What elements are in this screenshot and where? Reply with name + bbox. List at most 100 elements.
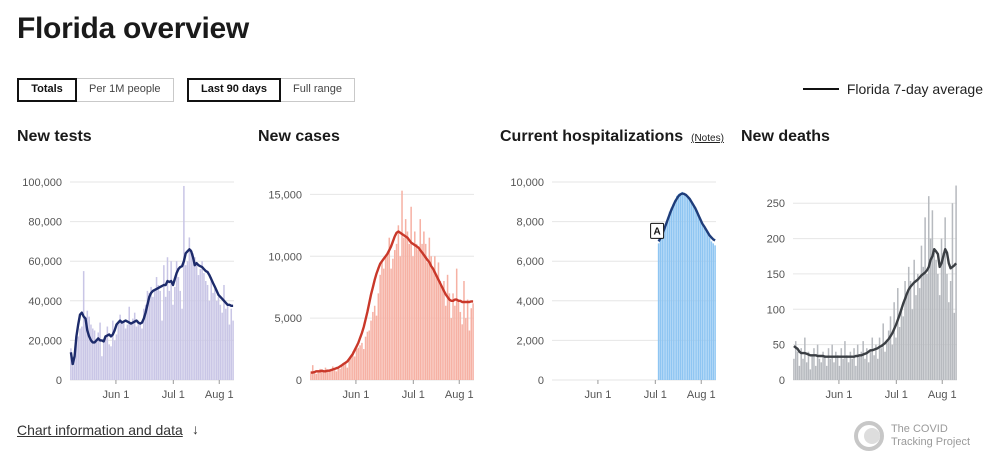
bar: [818, 358, 821, 380]
bar: [811, 355, 813, 380]
bar: [860, 351, 863, 380]
bar: [443, 281, 445, 380]
bar: [212, 292, 214, 380]
bar: [197, 275, 200, 380]
totals-button[interactable]: Totals: [17, 78, 77, 102]
bar: [357, 347, 360, 380]
bar: [434, 256, 436, 380]
bar: [175, 261, 178, 380]
bar: [128, 306, 130, 380]
bar: [454, 305, 456, 380]
chart-info-link[interactable]: Chart information and data: [17, 422, 183, 438]
bar: [79, 328, 81, 380]
bar: [705, 229, 707, 380]
bar: [955, 185, 957, 380]
bar: [135, 326, 138, 380]
bar: [692, 203, 694, 380]
bar: [179, 290, 182, 380]
bar: [122, 320, 125, 380]
new-deaths-chart: 0 50 100 150 200 250 Jun 1 Jul 1 Aug 1: [767, 185, 958, 401]
bar: [842, 358, 844, 380]
bar: [668, 211, 671, 380]
bar: [685, 193, 687, 380]
bar: [221, 312, 223, 380]
new-cases-chart: 0 5,000 10,000 15,000 Jun 1 Jul 1 Aug 1: [268, 189, 474, 401]
bar: [121, 322, 123, 380]
bar: [417, 250, 420, 380]
arrow-down-icon[interactable]: ↓: [192, 421, 199, 437]
bar: [470, 308, 473, 380]
bar: [223, 284, 225, 380]
bar: [661, 235, 664, 380]
y-tick-label: 2,000: [516, 335, 544, 347]
y-tick-label: 100: [767, 304, 785, 316]
bar: [395, 243, 398, 380]
bar: [918, 288, 921, 380]
per-million-button[interactable]: Per 1M people: [77, 79, 173, 101]
bar: [172, 304, 174, 380]
bar: [694, 207, 696, 380]
bar: [101, 356, 103, 380]
bar: [393, 250, 396, 380]
bar: [342, 363, 345, 380]
bar: [366, 331, 369, 380]
full-range-button[interactable]: Full range: [281, 79, 354, 101]
bar: [944, 217, 946, 380]
bar: [146, 290, 149, 380]
bar: [875, 344, 877, 380]
bar: [465, 318, 467, 380]
bar: [150, 286, 152, 380]
brand: The COVID Tracking Project: [853, 420, 970, 452]
bar: [710, 241, 713, 380]
bar: [403, 237, 405, 380]
bar: [183, 185, 185, 380]
bar: [352, 351, 354, 380]
y-tick-label: 20,000: [28, 335, 62, 347]
bar: [665, 223, 667, 380]
bar: [825, 365, 828, 380]
bar: [106, 326, 109, 380]
bar: [399, 256, 401, 380]
annotation-marker[interactable]: A: [650, 222, 665, 239]
bar: [948, 302, 950, 380]
annotation-label: A: [653, 226, 660, 237]
x-tick-label: Jul 1: [885, 389, 908, 401]
bar: [463, 281, 465, 380]
bar: [809, 369, 812, 380]
bar: [390, 268, 392, 380]
bar: [375, 315, 378, 380]
bar: [898, 326, 901, 380]
bar: [326, 370, 329, 380]
bar: [929, 238, 932, 380]
bar: [699, 219, 702, 380]
bar: [204, 281, 207, 380]
bar: [697, 215, 700, 380]
bar: [882, 323, 884, 380]
y-tick-label: 100,000: [22, 177, 62, 189]
bar: [869, 351, 872, 380]
bar: [93, 330, 96, 380]
bar: [215, 300, 218, 380]
notes-link[interactable]: (Notes): [691, 133, 724, 144]
bar: [816, 344, 819, 380]
y-tick-label: 8,000: [516, 217, 544, 229]
bar: [835, 351, 837, 380]
bar: [362, 349, 365, 380]
brand-line-1: The COVID: [890, 423, 948, 435]
bar: [335, 371, 338, 380]
hospitalizations-chart: 0 2,000 4,000 6,000 8,000 10,000 Jun 1 Jul 1 Aug…: [510, 177, 716, 401]
bar: [844, 341, 846, 380]
bar: [139, 324, 141, 380]
bar: [917, 273, 919, 380]
range-toggle: Last 90 days Full range: [187, 78, 355, 102]
bar: [230, 308, 233, 380]
bar: [81, 326, 83, 380]
bar: [942, 252, 945, 380]
bar: [472, 303, 474, 380]
bar: [864, 358, 866, 380]
last-90-days-button[interactable]: Last 90 days: [187, 78, 282, 102]
bar: [397, 225, 400, 380]
bar: [359, 345, 361, 380]
bar: [110, 346, 112, 380]
bar: [214, 288, 216, 380]
